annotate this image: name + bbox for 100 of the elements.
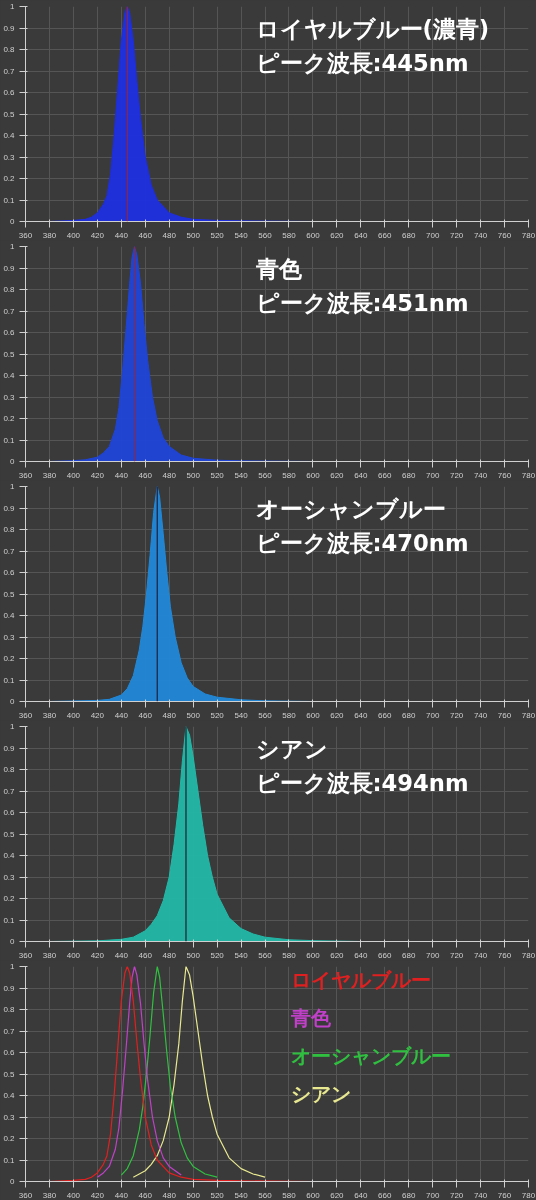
x-tick-label: 380 [42,1190,57,1200]
y-tick-label: 0.7 [3,66,16,76]
x-tick-label: 500 [186,230,201,240]
x-tick-label: 440 [114,710,129,720]
x-tick-label: 620 [330,950,345,960]
x-tick-label: 500 [186,470,201,480]
x-tick-label: 640 [354,1190,369,1200]
y-tick-label: 0.9 [3,743,16,753]
x-tick-label: 680 [402,470,416,480]
x-tick-label: 400 [66,470,81,480]
x-tick-label: 700 [426,1190,440,1200]
y-tick-label: 0.4 [3,131,16,140]
x-tick-label: 480 [162,710,177,720]
y-tick-label: 0.1 [3,675,16,685]
x-tick-label: 640 [354,710,369,720]
text: シアン [290,1081,351,1106]
x-tick-label: 720 [449,710,464,720]
x-tick-label: 760 [497,710,512,720]
y-tick-label: 0.1 [3,195,16,205]
y-tick-label: 0.3 [3,632,16,642]
x-tick-label: 660 [378,710,393,720]
x-tick-label: 360 [18,710,33,720]
y-tick-label: 0.9 [3,983,16,993]
y-tick-label: 0 [10,457,16,466]
y-tick-label: 0.7 [3,1026,16,1036]
x-tick-label: 580 [282,710,297,720]
x-tick-label: 720 [449,470,464,480]
x-tick-label: 700 [426,950,440,960]
x-tick-label: 580 [282,950,297,960]
x-tick-label: 440 [114,950,129,960]
x-tick-label: 500 [186,950,201,960]
x-tick-label: 400 [66,950,81,960]
x-tick-label: 400 [66,1190,81,1200]
x-tick-label: 640 [354,230,369,240]
x-tick-label: 620 [330,1190,345,1200]
x-tick-label: 460 [138,710,153,720]
annotation: ピーク波長:451nm [255,289,469,316]
x-tick-label: 400 [66,710,81,720]
x-tick-label: 440 [114,230,129,240]
y-tick-label: 0.1 [3,1155,16,1165]
x-tick-label: 600 [306,470,321,480]
y-tick-label: 0.1 [3,435,16,445]
x-tick-label: 640 [354,470,369,480]
y-tick-label: 1 [10,482,16,491]
line-series [120,966,218,1178]
y-tick-label: 0.2 [3,414,16,423]
x-tick-label: 660 [378,1190,393,1200]
y-tick-label: 0.4 [3,611,16,620]
x-tick-label: 540 [234,1190,249,1200]
annotation: ピーク波長:470nm [255,529,469,556]
x-tick-label: 560 [258,1190,273,1200]
text: 青色 [289,1005,332,1030]
y-tick-label: 0.8 [3,285,16,294]
y-tick-label: 0.3 [3,392,16,402]
y-tick-label: 0.6 [3,1048,16,1057]
x-tick-label: 480 [162,230,177,240]
text: オーシャンブルー [290,1043,451,1068]
x-tick-label: 600 [306,950,321,960]
annotation: ピーク波長:445nm [255,49,469,76]
x-tick-label: 520 [210,950,225,960]
y-tick-label: 0.1 [3,915,16,925]
x-tick-label: 660 [378,230,393,240]
x-tick-label: 480 [162,470,177,480]
x-tick-label: 700 [426,470,440,480]
x-tick-label: 680 [402,950,416,960]
y-tick-label: 0 [10,697,16,706]
y-tick-label: 0 [10,217,16,226]
x-tick-label: 420 [90,230,105,240]
x-tick-label: 460 [138,950,153,960]
y-tick-label: 0.2 [3,654,16,663]
y-tick-label: 0.5 [3,589,16,599]
y-tick-label: 0.7 [3,786,16,796]
annotation: 青色 [254,255,303,282]
y-tick-label: 0.9 [3,503,16,513]
x-tick-label: 420 [90,950,105,960]
x-tick-label: 680 [402,710,416,720]
y-tick-label: 1 [10,962,16,971]
x-tick-label: 740 [473,1190,488,1200]
x-tick-label: 660 [378,470,393,480]
y-tick-label: 0.7 [3,546,16,556]
y-tick-label: 0.9 [3,23,16,33]
y-tick-label: 0.8 [3,765,16,774]
x-tick-label: 740 [473,230,488,240]
y-tick-label: 0.5 [3,109,16,119]
x-tick-label: 480 [162,950,177,960]
x-tick-label: 780 [521,230,536,240]
x-tick-label: 620 [330,470,345,480]
x-tick-label: 580 [282,1190,297,1200]
x-tick-label: 540 [234,470,249,480]
y-tick-label: 0.3 [3,1112,16,1122]
x-tick-label: 380 [42,470,57,480]
y-tick-label: 0.5 [3,349,16,359]
x-tick-label: 420 [90,1190,105,1200]
x-tick-label: 780 [521,950,536,960]
y-tick-label: 0.3 [3,872,16,882]
x-tick-label: 500 [186,710,201,720]
annotation: オーシャンブルー [255,495,446,522]
x-tick-label: 460 [138,230,153,240]
x-tick-label: 480 [162,1190,177,1200]
x-tick-label: 580 [282,470,297,480]
